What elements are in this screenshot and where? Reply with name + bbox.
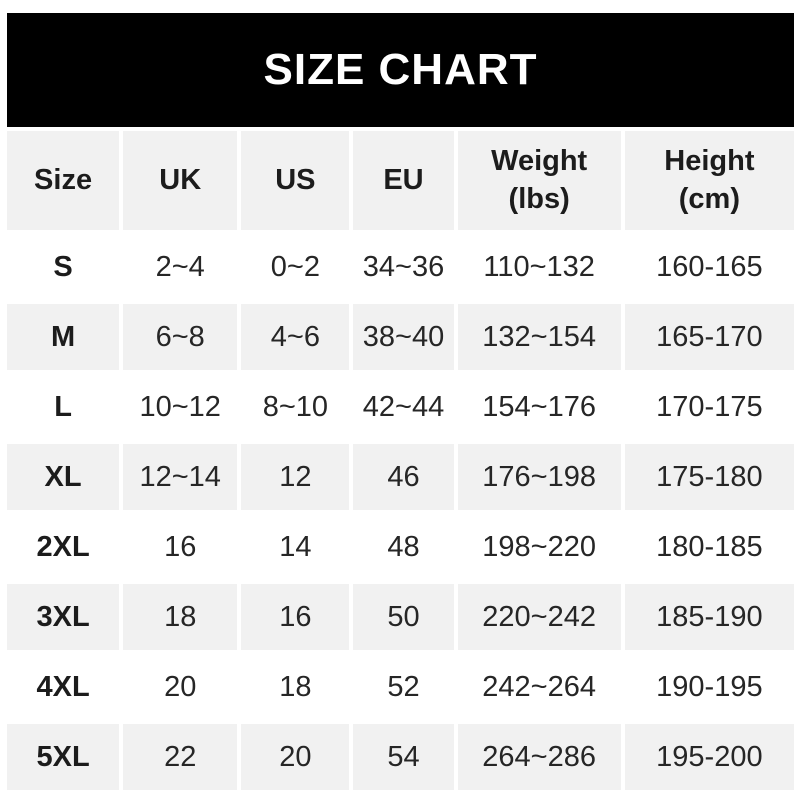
row-2xl-weight: 198~220 [457,514,621,580]
row-xl-height: 175-180 [624,444,794,510]
row-m-us: 4~6 [241,304,350,370]
row-l-uk: 10~12 [123,374,238,440]
row-4xl-label: 4XL [7,654,120,720]
row-2xl-label: 2XL [7,514,120,580]
row-s-us: 0~2 [241,234,350,300]
row-m-label: M [7,304,120,370]
row-3xl-height: 185-190 [624,584,794,650]
row-m-uk: 6~8 [123,304,238,370]
row-l-height: 170-175 [624,374,794,440]
row-5xl-height: 195-200 [624,724,794,790]
row-s-height: 160-165 [624,234,794,300]
column-header-uk: UK [123,131,238,230]
row-3xl-us: 16 [241,584,350,650]
row-4xl-uk: 20 [123,654,238,720]
row-2xl-eu: 48 [353,514,454,580]
column-header-height: Height (cm) [624,131,794,230]
row-s-weight: 110~132 [457,234,621,300]
row-s-eu: 34~36 [353,234,454,300]
row-3xl-uk: 18 [123,584,238,650]
row-4xl-weight: 242~264 [457,654,621,720]
row-3xl-weight: 220~242 [457,584,621,650]
row-m-eu: 38~40 [353,304,454,370]
row-m-height: 165-170 [624,304,794,370]
title-banner: SIZE CHART [7,13,794,127]
row-xl-uk: 12~14 [123,444,238,510]
row-l-weight: 154~176 [457,374,621,440]
row-s-label: S [7,234,120,300]
row-5xl-us: 20 [241,724,350,790]
row-xl-weight: 176~198 [457,444,621,510]
row-l-eu: 42~44 [353,374,454,440]
row-5xl-uk: 22 [123,724,238,790]
row-2xl-us: 14 [241,514,350,580]
row-5xl-label: 5XL [7,724,120,790]
row-m-weight: 132~154 [457,304,621,370]
row-s-uk: 2~4 [123,234,238,300]
row-xl-eu: 46 [353,444,454,510]
page-title: SIZE CHART [263,45,538,94]
row-4xl-us: 18 [241,654,350,720]
row-4xl-eu: 52 [353,654,454,720]
row-2xl-uk: 16 [123,514,238,580]
row-xl-label: XL [7,444,120,510]
size-chart-table: Size UK US EU Weight (lbs) Height (cm) S… [7,131,794,790]
column-header-us: US [241,131,350,230]
row-2xl-height: 180-185 [624,514,794,580]
row-3xl-eu: 50 [353,584,454,650]
row-4xl-height: 190-195 [624,654,794,720]
row-3xl-label: 3XL [7,584,120,650]
column-header-eu: EU [353,131,454,230]
column-header-weight: Weight (lbs) [457,131,621,230]
row-5xl-eu: 54 [353,724,454,790]
row-5xl-weight: 264~286 [457,724,621,790]
row-l-label: L [7,374,120,440]
row-l-us: 8~10 [241,374,350,440]
row-xl-us: 12 [241,444,350,510]
column-header-size: Size [7,131,120,230]
